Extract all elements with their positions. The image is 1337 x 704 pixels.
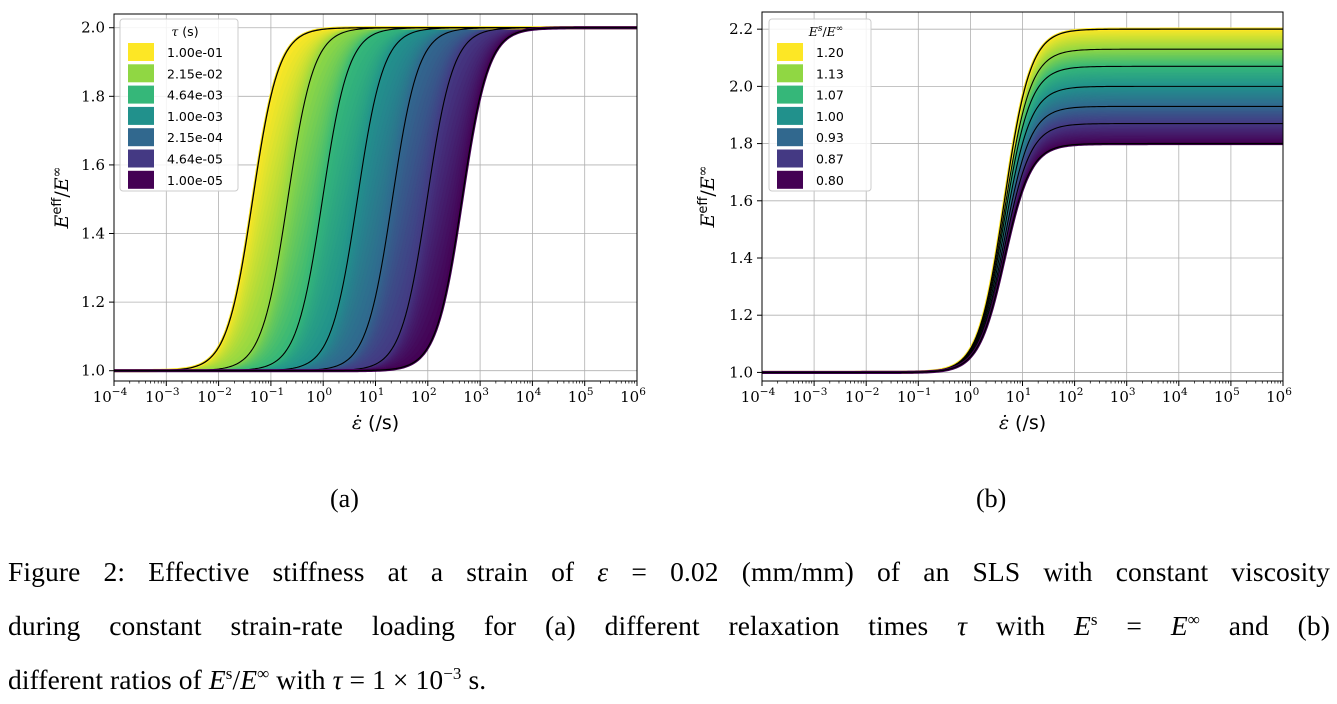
legend-swatch (128, 170, 154, 189)
sublabel-b: (b) (976, 484, 1007, 513)
sublabel-a: (a) (330, 484, 359, 513)
legend-entry-label: 4.64e-03 (167, 88, 223, 103)
x-tick-label: 10−4 (741, 386, 776, 406)
x-tick-label: 10−2 (845, 386, 880, 406)
legend-entry-label: 1.00e-03 (167, 109, 223, 124)
y-tick-label: 1.2 (729, 306, 753, 324)
legend-swatch (777, 64, 803, 83)
series-line-1.00e-05 (114, 27, 637, 372)
caption-line-3: different ratios of Es/E∞ with τ = 1 × 1… (8, 664, 487, 696)
legend-swatch (128, 43, 154, 61)
legend-entry-label: 2.15e-04 (167, 130, 223, 145)
x-tick-label: 105 (568, 386, 594, 406)
legend-swatch (777, 106, 803, 125)
figure-caption: Figure 2: Effective stiffness at a strai… (8, 548, 1330, 704)
caption-line-1: Figure 2: Effective stiffness at a strai… (8, 556, 1330, 587)
x-tick-label: 101 (359, 386, 385, 406)
y-tick-label: 1.2 (81, 293, 105, 311)
x-tick-label: 101 (1006, 386, 1032, 406)
legend-title: Es/E∞ (808, 24, 844, 39)
y-tick-label: 1.4 (729, 249, 753, 267)
legend-box (119, 18, 239, 192)
y-tick-label: 1.0 (729, 363, 753, 381)
x-tick-label: 10−3 (793, 386, 828, 406)
x-tick-label: 102 (1058, 386, 1084, 406)
legend-title: τ (s) (171, 24, 198, 39)
x-tick-label: 10−1 (250, 386, 285, 406)
legend-swatch (128, 85, 154, 104)
series-lines (114, 26, 637, 373)
x-axis-label: ε̇ (/s) (352, 412, 399, 434)
legend-swatch (777, 128, 803, 147)
chart-panel-b: 10−4 10−3 10−2 10−1 100 101 102 103 104 105 106 1.0… (696, 11, 1292, 434)
legend-swatch (128, 128, 154, 147)
series-lines (762, 27, 1283, 375)
legend-swatch (128, 64, 154, 83)
y-tick-label: 1.0 (81, 362, 105, 380)
y-tick-label: 2.0 (729, 77, 753, 95)
x-tick-label: 103 (1110, 386, 1136, 406)
x-axis-label: ε̇ (/s) (999, 412, 1046, 434)
y-tick-label: 2.2 (729, 20, 753, 38)
x-tick-label: 100 (954, 386, 980, 406)
x-tick-label: 10−4 (93, 386, 128, 406)
caption-line-2: during constant strain-rate loading for … (8, 610, 1330, 642)
y-tick-label: 1.4 (81, 225, 105, 243)
x-tick-label: 10−3 (145, 386, 180, 406)
x-tick-label: 10−1 (897, 386, 932, 406)
y-tick-label: 1.6 (81, 156, 105, 174)
legend-entry-label: 1.00e-01 (167, 45, 223, 60)
legend-swatch (777, 170, 803, 189)
legend-swatch (128, 106, 154, 125)
legend: Es/E∞ 1.20 1.13 1.07 1.00 0.93 0.87 0.80 (768, 18, 872, 192)
legend-box (768, 18, 872, 192)
x-tick-label: 102 (411, 386, 437, 406)
legend-entry-label: 2.15e-02 (167, 66, 223, 81)
y-tick-label: 1.8 (81, 87, 105, 105)
x-tick-label: 100 (306, 386, 332, 406)
x-tick-label: 10−2 (197, 386, 232, 406)
legend-entry-label: 0.80 (816, 173, 844, 188)
legend-swatch (777, 85, 803, 104)
legend-entry-label: 1.00e-05 (167, 173, 223, 188)
x-tick-label: 106 (620, 386, 646, 406)
legend-entry-label: 1.07 (816, 88, 844, 103)
y-tick-label: 1.8 (729, 135, 753, 153)
x-tick-label: 106 (1266, 386, 1292, 406)
legend-swatch (777, 149, 803, 168)
y-axis-label: Eeff/E∞ (696, 166, 719, 229)
legend-swatch (777, 43, 803, 61)
y-tick-label: 1.6 (729, 192, 753, 210)
series-line-0.80 (762, 142, 1283, 374)
y-tick-label: 2.0 (81, 19, 105, 37)
y-axis-label: Eeff/E∞ (50, 167, 73, 230)
legend-swatch (128, 149, 154, 168)
x-tick-label: 104 (1162, 386, 1188, 406)
figure-canvas: 10−4 10−3 10−2 10−1 100 101 102 103 104 105 106 1.0… (50, 11, 1292, 434)
x-tick-label: 105 (1214, 386, 1240, 406)
legend-entry-label: 4.64e-05 (167, 152, 223, 167)
legend-entry-label: 0.87 (816, 152, 844, 167)
legend-entry-label: 0.93 (816, 130, 844, 145)
legend-entry-label: 1.13 (816, 66, 844, 81)
legend-entry-label: 1.20 (816, 45, 844, 60)
legend-entry-label: 1.00 (816, 109, 844, 124)
x-tick-label: 104 (516, 386, 542, 406)
legend: τ (s) 1.00e-01 2.15e-02 4.64e-03 1.00e-03 2.1… (119, 18, 239, 192)
chart-panel-a: 10−4 10−3 10−2 10−1 100 101 102 103 104 105 106 1.0… (50, 13, 646, 434)
x-tick-label: 103 (463, 386, 489, 406)
